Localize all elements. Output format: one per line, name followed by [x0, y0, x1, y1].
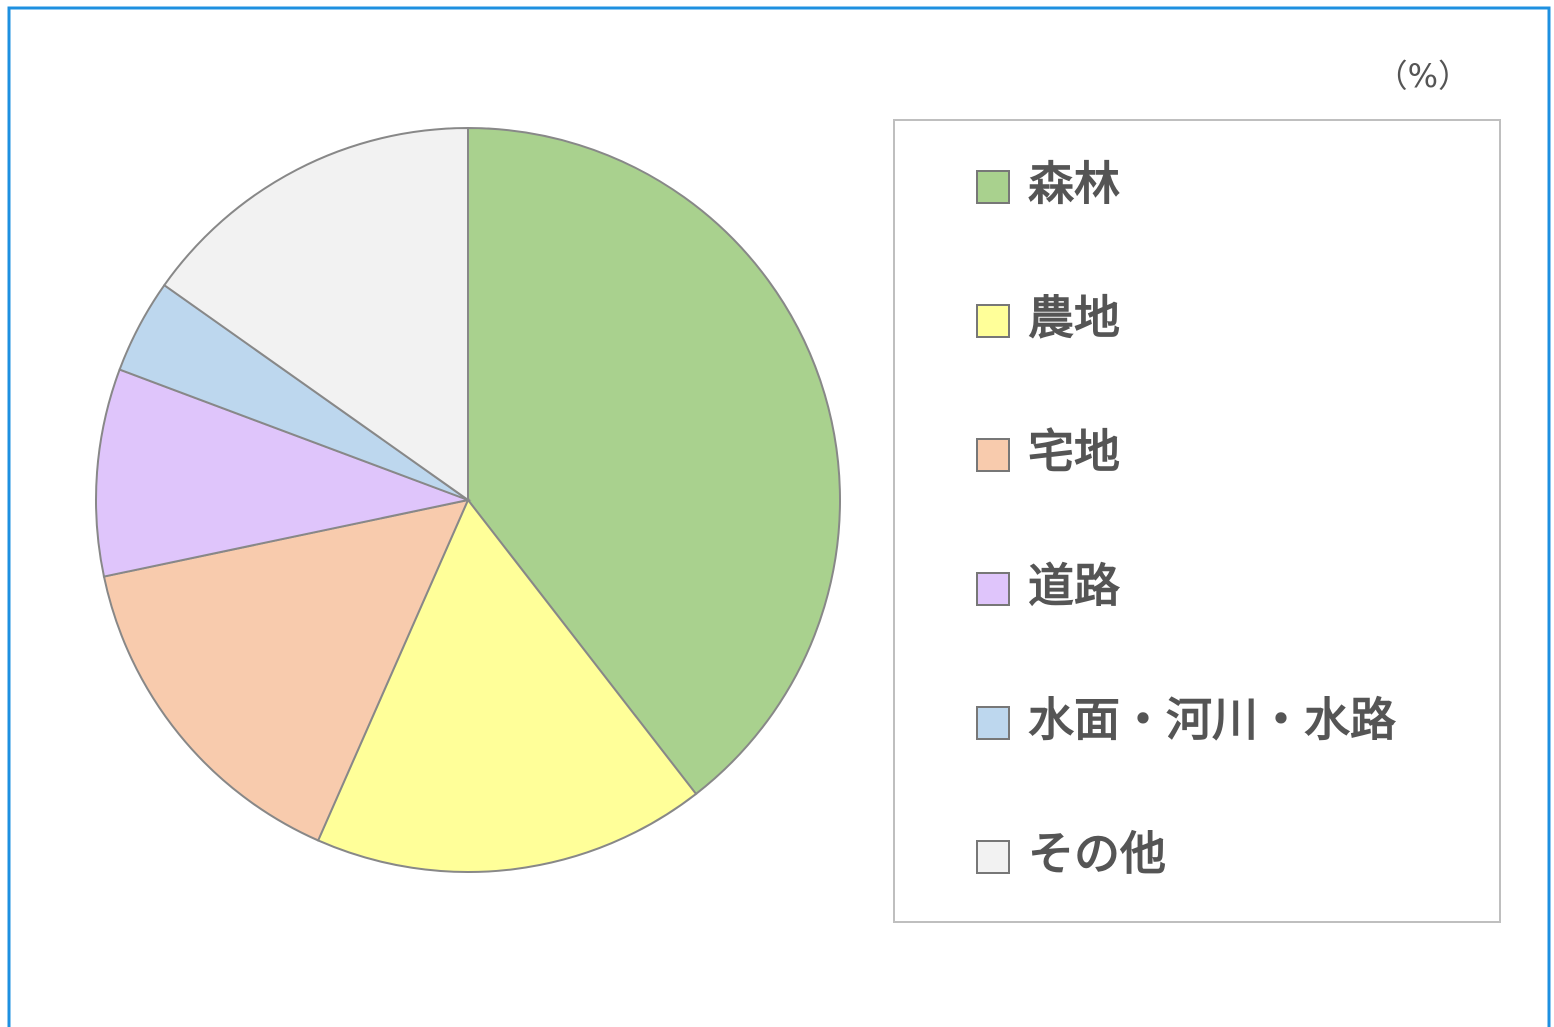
legend-label: 宅地: [1028, 425, 1120, 479]
legend-swatch: [976, 438, 1010, 472]
legend-label: 道路: [1028, 559, 1121, 613]
legend-swatch: [976, 706, 1010, 740]
pie-slice: [95, 368, 472, 578]
legend-label: その他: [1028, 827, 1166, 881]
legend-label: 農地: [1028, 291, 1120, 345]
legend-swatch: [976, 572, 1010, 606]
legend-swatch: [976, 840, 1010, 874]
legend-box: [893, 119, 1501, 923]
unit-label: （%）: [1376, 57, 1470, 95]
pie-slice: [467, 126, 841, 796]
pie-slice: [316, 498, 698, 873]
legend-label: 水面・河川・水路: [1028, 693, 1397, 747]
legend-label: 森林: [1028, 157, 1120, 211]
legend-swatch: [976, 304, 1010, 338]
legend-swatch: [976, 170, 1010, 204]
pie-slice: [102, 498, 470, 842]
pie-slice: [162, 126, 469, 502]
